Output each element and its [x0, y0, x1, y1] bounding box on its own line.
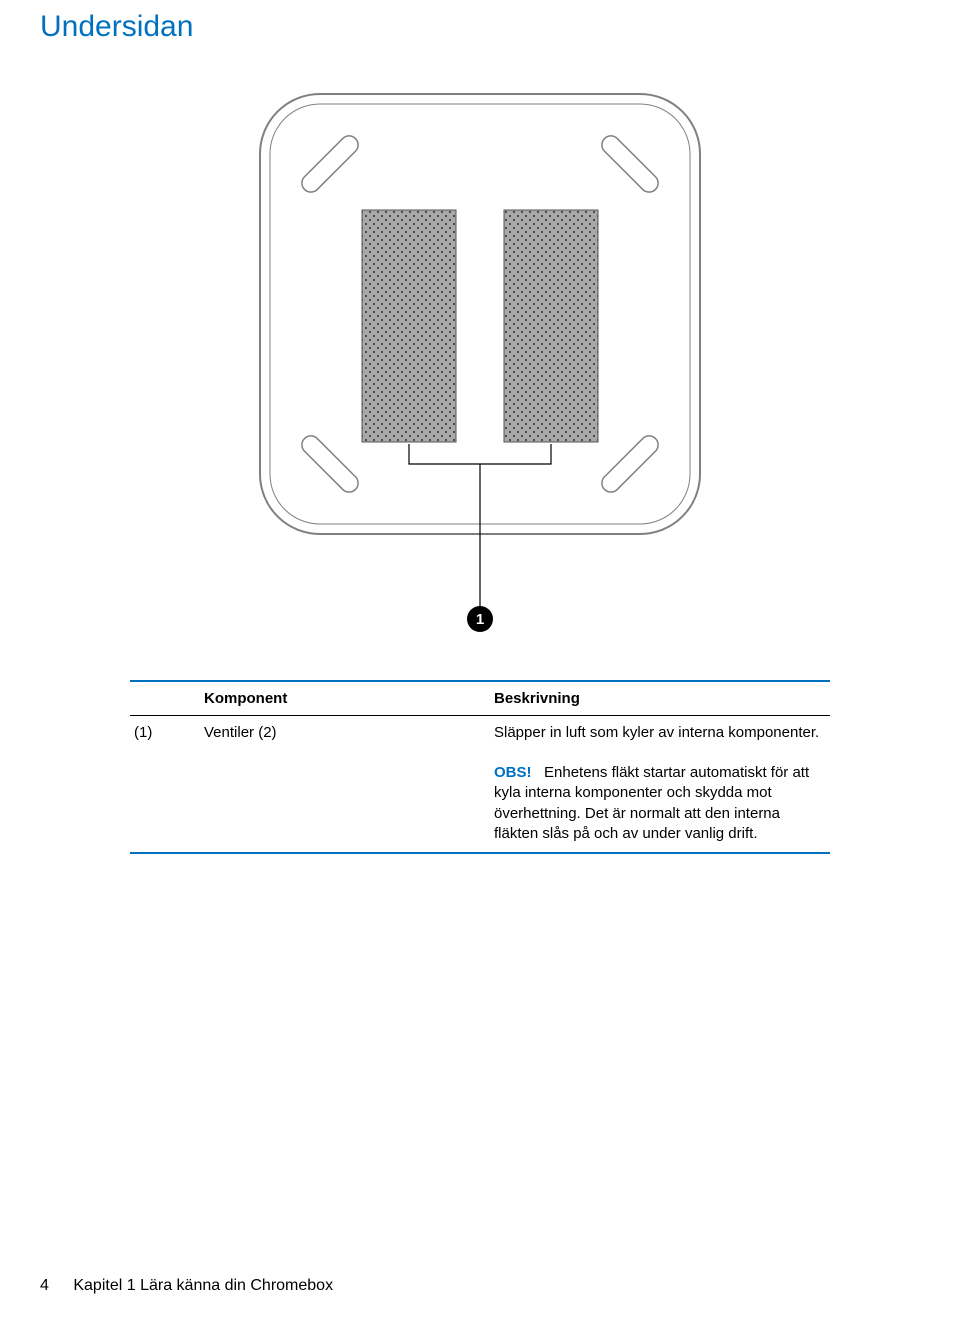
device-bottom-svg: 1	[240, 74, 720, 660]
table-row: (1) Ventiler (2) Släpper in luft som kyl…	[130, 716, 830, 749]
section-title: Undersidan	[40, 10, 920, 44]
svg-text:1: 1	[476, 611, 484, 628]
header-component: Komponent	[200, 682, 490, 715]
note-label: OBS!	[494, 764, 532, 781]
row-component: Ventiler (2)	[200, 716, 490, 749]
chapter-label: Kapitel 1 Lära känna din Chromebox	[73, 1277, 333, 1294]
page-number: 4	[40, 1277, 49, 1294]
header-description: Beskrivning	[490, 682, 830, 715]
device-diagram: 1	[40, 74, 920, 660]
component-table: Komponent Beskrivning (1) Ventiler (2) S…	[130, 680, 830, 854]
note-cell: OBS! Enhetens fläkt startar automatiskt …	[490, 749, 830, 852]
page-footer: 4 Kapitel 1 Lära känna din Chromebox	[40, 1277, 333, 1295]
row-description: Släpper in luft som kyler av interna kom…	[490, 716, 830, 749]
table-note-row: OBS! Enhetens fläkt startar automatiskt …	[130, 749, 830, 852]
header-blank	[130, 682, 200, 715]
note-text: Enhetens fläkt startar automatiskt för a…	[494, 764, 809, 842]
table-bottom-rule	[130, 852, 830, 854]
row-number: (1)	[130, 716, 200, 749]
